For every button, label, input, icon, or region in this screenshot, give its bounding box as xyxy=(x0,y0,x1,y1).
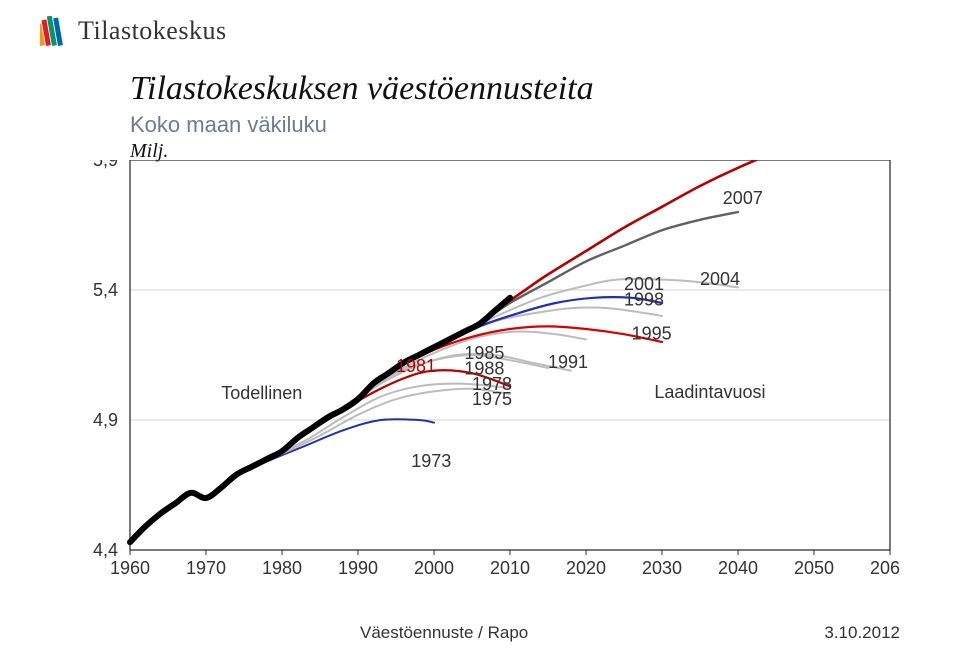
svg-text:5,9: 5,9 xyxy=(93,160,118,170)
svg-text:1991: 1991 xyxy=(548,352,588,372)
svg-text:2020: 2020 xyxy=(566,558,606,578)
svg-text:2050: 2050 xyxy=(794,558,834,578)
svg-text:1980: 1980 xyxy=(262,558,302,578)
logo-icon xyxy=(40,16,70,46)
svg-text:4,4: 4,4 xyxy=(93,540,118,560)
svg-text:1970: 1970 xyxy=(186,558,226,578)
svg-text:2040: 2040 xyxy=(718,558,758,578)
svg-text:2060: 2060 xyxy=(870,558,900,578)
svg-text:1995: 1995 xyxy=(632,323,672,343)
svg-text:2030: 2030 xyxy=(642,558,682,578)
svg-text:2000: 2000 xyxy=(414,558,454,578)
slide-root: Tilastokeskus Tilastokeskuksen väestöenn… xyxy=(0,0,960,655)
logo-text: Tilastokeskus xyxy=(78,16,227,46)
chart: 4,4 4,9 5,4 5,9 1960 1970 1980 1990 2000 2010 2020… xyxy=(70,160,900,590)
logo: Tilastokeskus xyxy=(40,16,227,46)
svg-text:1981: 1981 xyxy=(396,356,436,376)
svg-text:4,9: 4,9 xyxy=(93,410,118,430)
chart-title: Tilastokeskuksen väestöennusteita xyxy=(130,70,594,108)
svg-text:1973: 1973 xyxy=(411,451,451,471)
svg-text:1990: 1990 xyxy=(338,558,378,578)
svg-text:1998: 1998 xyxy=(624,290,664,310)
footer-left: Väestöennuste / Rapo xyxy=(360,623,528,643)
svg-text:2004: 2004 xyxy=(700,269,740,289)
chart-subtitle: Koko maan väkiluku xyxy=(130,112,327,138)
svg-text:Laadintavuosi: Laadintavuosi xyxy=(654,382,765,402)
svg-text:Todellinen: Todellinen xyxy=(221,383,302,403)
svg-text:5,4: 5,4 xyxy=(93,280,118,300)
svg-text:1960: 1960 xyxy=(110,558,150,578)
footer-right: 3.10.2012 xyxy=(824,623,900,643)
svg-text:1975: 1975 xyxy=(472,389,512,409)
svg-text:2010: 2010 xyxy=(490,558,530,578)
svg-text:2007: 2007 xyxy=(723,188,763,208)
